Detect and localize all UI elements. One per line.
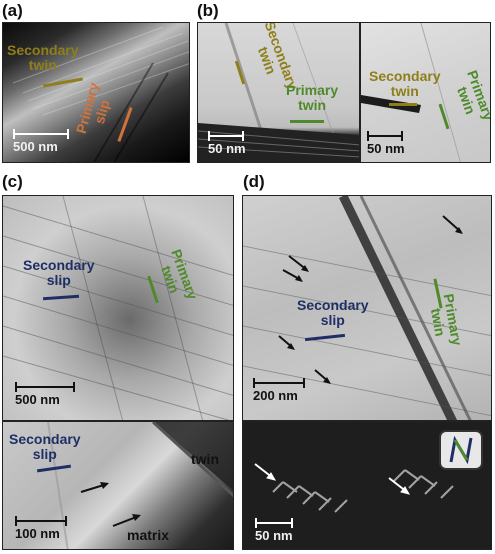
- panel-d-top-texture: [243, 196, 491, 420]
- panel-d-label: (d): [243, 172, 265, 191]
- panel-d-top-scale-text: 200 nm: [253, 388, 298, 403]
- panel-a-scale-text: 500 nm: [13, 139, 58, 154]
- panel-c-top-scale-text: 500 nm: [15, 392, 60, 407]
- arrow-icon: [388, 477, 411, 495]
- secondary-twin-text: Secondary twin: [369, 68, 441, 99]
- arrow-icon: [314, 369, 331, 384]
- panel-a-texture: [12, 26, 189, 162]
- panel-b-right-micrograph: Secondary twin Primary twin 50 nm: [360, 22, 491, 163]
- arrow-icon: [282, 269, 303, 282]
- secondary-slip-text: Secondary slip: [9, 431, 81, 462]
- panel-a-label: (a): [2, 1, 23, 20]
- panel-c-bottom-micrograph: Secondary slip twin matrix 100 nm: [2, 421, 234, 550]
- secondary-slip-text: Secondary slip: [23, 257, 95, 288]
- panel-a-secondary-twin-label: Secondary twin: [7, 43, 79, 73]
- panel-b-left-texture: [198, 23, 359, 162]
- panel-a-micrograph: Secondary twin Primary slip 500 nm: [2, 22, 190, 163]
- secondary-twin-text: Secondary twin: [7, 42, 79, 73]
- panel-d-bottom-micrograph: 50 nm: [242, 421, 492, 550]
- panel-d-bottom-scale-text: 50 nm: [255, 528, 293, 543]
- panel-d-inset-legend: [439, 430, 483, 470]
- secondary-twin-marker: [389, 103, 417, 106]
- panel-d-bottom-texture: [254, 463, 454, 513]
- panel-b-label: (b): [197, 1, 219, 20]
- arrow-icon: [254, 463, 277, 481]
- arrow-icon: [288, 255, 309, 272]
- panel-c-bottom-scale-text: 100 nm: [15, 526, 60, 541]
- zigzag-twin-icon: [449, 435, 473, 465]
- panel-c-label: (c): [2, 172, 23, 191]
- panel-c-bottom-texture: [47, 422, 233, 549]
- panel-c-bottom-matrix-label: matrix: [127, 527, 170, 543]
- panel-c-top-secondary-slip-label: Secondary slip: [23, 258, 95, 288]
- primary-twin-marker: [290, 120, 324, 123]
- panel-b-right-scale-text: 50 nm: [367, 141, 405, 156]
- panel-c-top-micrograph: Secondary slip Primary twin 500 nm: [2, 195, 234, 421]
- panel-c-bottom-secondary-slip-label: Secondary slip: [9, 432, 81, 462]
- panel-c-top-texture: [3, 196, 233, 420]
- secondary-slip-text: Secondary slip: [297, 297, 369, 328]
- arrow-icon: [442, 215, 463, 234]
- panel-b-left-micrograph: Secondary twin Primary twin 50 nm: [197, 22, 360, 163]
- panel-b-left-primary-twin-label: Primary twin: [286, 83, 338, 113]
- panel-d-top-secondary-slip-label: Secondary slip: [297, 298, 369, 328]
- panel-c-bottom-twin-label: twin: [191, 451, 219, 467]
- arrow-icon: [80, 482, 109, 493]
- arrow-icon: [278, 335, 295, 350]
- primary-twin-text: Primary twin: [286, 82, 339, 113]
- panel-b-left-scale-text: 50 nm: [208, 141, 246, 156]
- panel-d-top-micrograph: Secondary slip Primary twin 200 nm: [242, 195, 492, 421]
- arrow-icon: [112, 514, 141, 527]
- panel-b-right-secondary-twin-label: Secondary twin: [369, 69, 441, 99]
